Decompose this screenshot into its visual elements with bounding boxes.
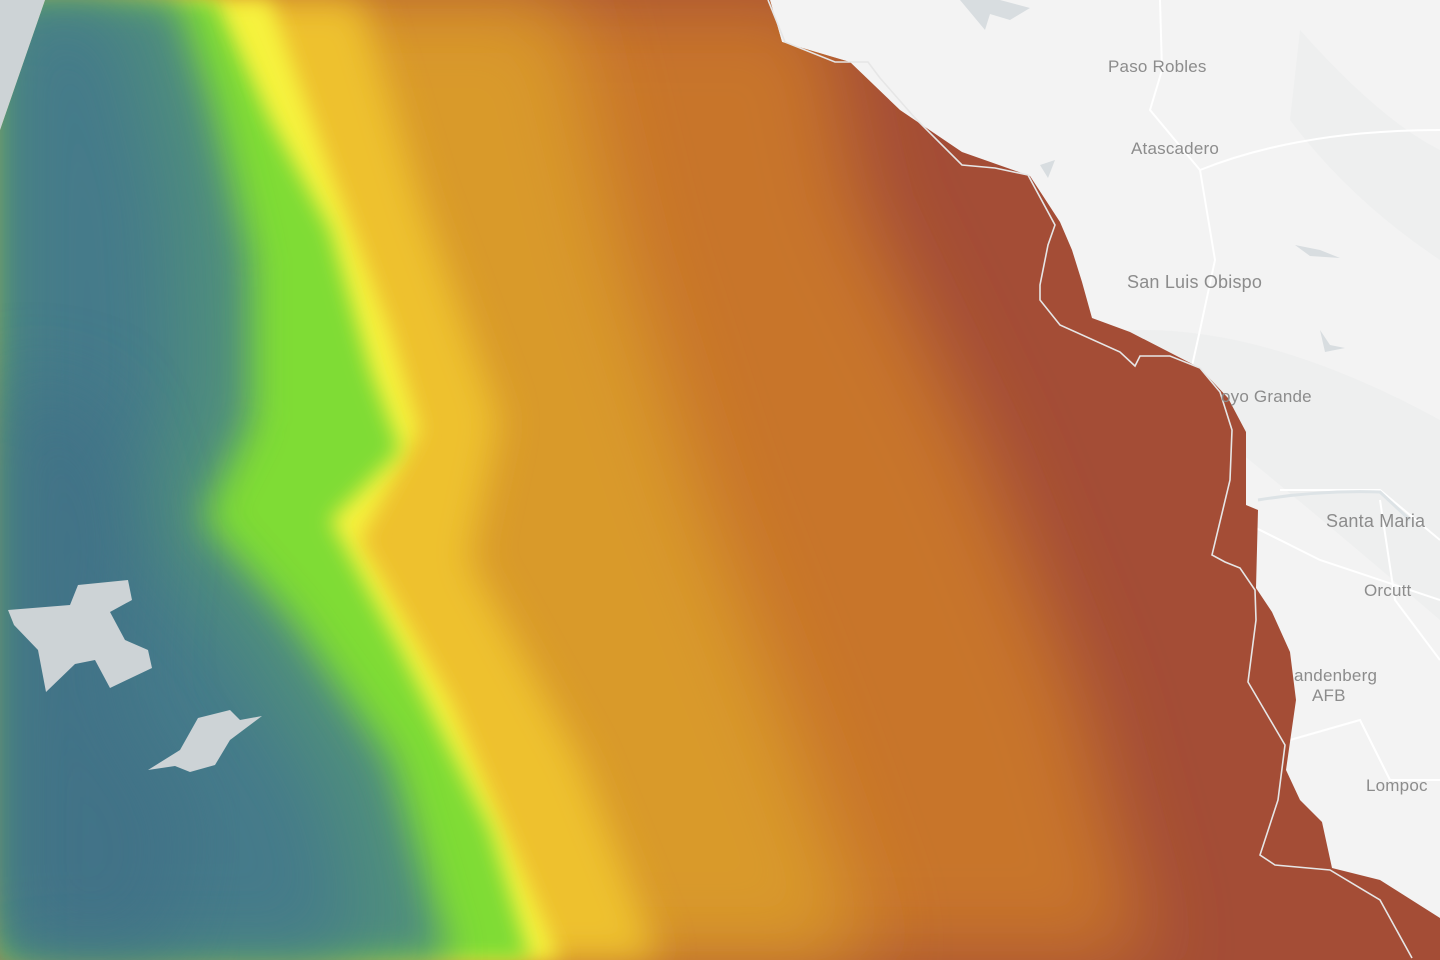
place-label-vandenberg: andenberg — [1294, 666, 1378, 685]
state-boundary-line — [767, 0, 1413, 959]
nodata-patches — [0, 0, 262, 772]
place-label-lompoc: Lompoc — [1366, 776, 1428, 795]
place-label-san-luis-obispo: San Luis Obispo — [1127, 272, 1263, 292]
place-label-paso-robles: Paso Robles — [1108, 57, 1207, 76]
place-label-orcutt: Orcutt — [1364, 581, 1412, 600]
place-label-afb: AFB — [1312, 686, 1346, 705]
place-label-arroyo-grande: oyo Grande — [1221, 387, 1312, 406]
place-label-atascadero: Atascadero — [1131, 139, 1219, 158]
place-label-santa-maria: Santa Maria — [1326, 511, 1426, 531]
